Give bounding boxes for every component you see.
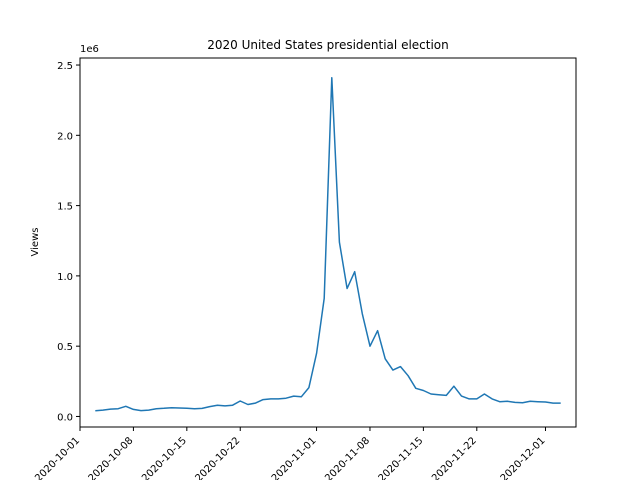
y-tick-label: 1.5: [57, 202, 73, 213]
chart-title: 2020 United States presidential election: [207, 38, 449, 52]
y-tick-label: 0.5: [57, 342, 73, 353]
y-tick-label: 0.0: [57, 412, 73, 423]
y-axis: 0.0 0.5 1.0 1.5 2.0 2.5: [57, 61, 80, 423]
y-tick-label: 2.0: [57, 131, 73, 142]
y-tick-label: 2.5: [57, 61, 73, 72]
y-axis-label: Views: [30, 228, 41, 257]
series-line-views: [95, 76, 561, 412]
y-tick-label: 1.0: [57, 272, 73, 283]
axes-frame: [79, 57, 577, 428]
plot-area: [95, 76, 561, 412]
y-offset-label: 1e6: [80, 44, 99, 55]
